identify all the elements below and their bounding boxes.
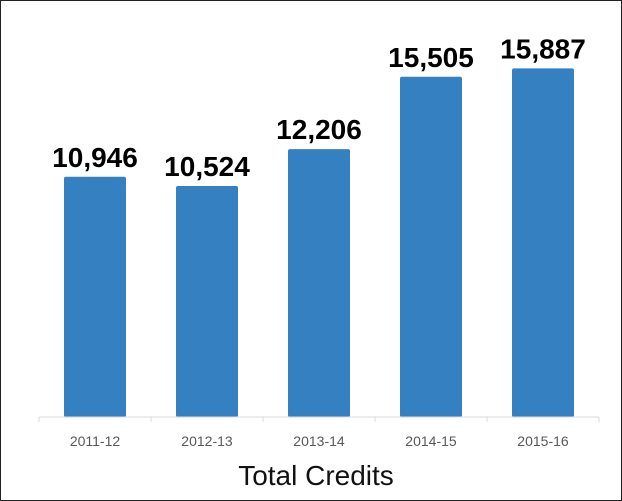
bars-group xyxy=(64,68,574,417)
data-label-2013-14: 12,206 xyxy=(276,114,362,145)
data-labels-group: 10,946 10,524 12,206 15,505 15,887 xyxy=(52,33,586,182)
tick-label-2012-13: 2012-13 xyxy=(181,433,233,449)
data-label-2014-15: 15,505 xyxy=(388,42,474,73)
chart-title: Total Credits xyxy=(238,460,394,491)
bar-2014-15 xyxy=(400,76,462,417)
data-label-2015-16: 15,887 xyxy=(500,33,586,64)
bar-2015-16 xyxy=(512,68,574,417)
bar-2013-14 xyxy=(288,149,350,417)
bar-2011-12 xyxy=(64,176,126,417)
tick-label-2013-14: 2013-14 xyxy=(293,433,345,449)
data-label-2011-12: 10,946 xyxy=(52,142,138,173)
tick-label-2011-12: 2011-12 xyxy=(70,433,121,449)
tick-label-2015-16: 2015-16 xyxy=(517,433,569,449)
data-label-2012-13: 10,524 xyxy=(164,151,250,182)
tick-labels-group: 2011-12 2012-13 2013-14 2014-15 2015-16 xyxy=(70,433,569,449)
x-axis-ticks xyxy=(38,417,600,422)
tick-label-2014-15: 2014-15 xyxy=(405,433,457,449)
bar-2012-13 xyxy=(176,186,238,417)
